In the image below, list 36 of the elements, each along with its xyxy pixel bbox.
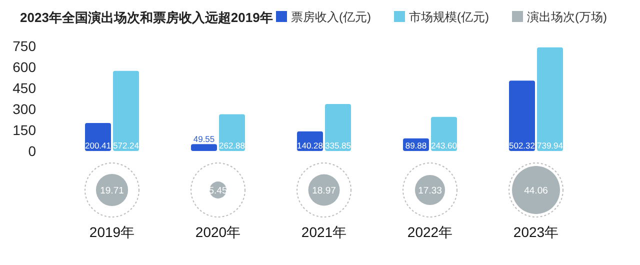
bar	[509, 80, 535, 151]
data-label: 739.94	[537, 140, 564, 150]
chart-title: 2023年全国演出场次和票房收入远超2019年	[20, 10, 273, 25]
y-tick-label: 750	[12, 38, 36, 54]
y-tick-label: 150	[12, 122, 36, 138]
legend-label: 演出场次(万场)	[527, 10, 607, 24]
data-label: 572.24	[113, 140, 140, 150]
data-label: 49.55	[193, 134, 215, 144]
data-label: 262.88	[219, 140, 246, 150]
x-tick-label: 2022年	[407, 224, 453, 240]
bar	[113, 70, 139, 151]
data-label: 243.60	[431, 140, 458, 150]
legend-label: 票房收入(亿元)	[291, 10, 371, 24]
data-label: 502.32	[509, 140, 536, 150]
data-label: 140.28	[297, 140, 324, 150]
x-tick-label: 2023年	[513, 224, 559, 240]
bar	[431, 116, 457, 151]
x-tick-label: 2021年	[301, 224, 347, 240]
data-label: 18.97	[312, 186, 336, 196]
y-tick-label: 600	[12, 59, 36, 75]
data-label: 44.06	[524, 186, 548, 196]
data-label: 89.88	[405, 140, 427, 150]
y-tick-label: 300	[12, 101, 36, 117]
x-tick-label: 2019年	[89, 224, 135, 240]
data-label: 200.41	[85, 140, 112, 150]
bar	[537, 47, 563, 151]
data-label: 19.71	[100, 186, 124, 196]
x-tick-label: 2020年	[195, 224, 241, 240]
legend-label: 市场规模(亿元)	[409, 10, 489, 24]
y-tick-label: 450	[12, 80, 36, 96]
data-label: 17.33	[418, 186, 442, 196]
bar	[219, 114, 245, 151]
y-tick-label: 0	[28, 143, 36, 159]
bar	[325, 104, 351, 151]
data-label: 335.85	[325, 140, 352, 150]
bar	[191, 144, 217, 151]
